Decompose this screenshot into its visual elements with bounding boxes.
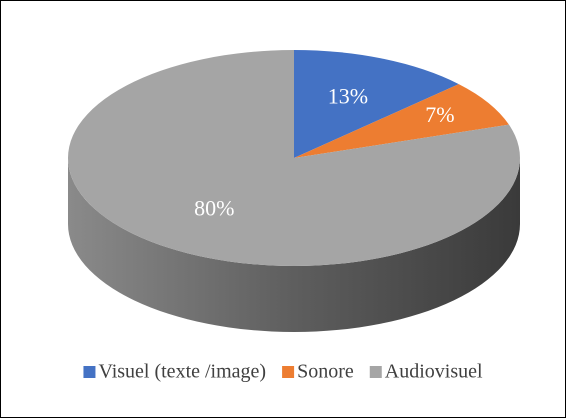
value-label: 7%: [425, 102, 454, 127]
legend-swatch: [282, 366, 295, 378]
legend-label: Audiovisuel: [385, 361, 483, 383]
legend-swatch: [369, 366, 382, 378]
slice-side: [68, 158, 520, 332]
slice: [294, 50, 459, 158]
value-label: 80%: [194, 195, 234, 220]
slice: [294, 84, 509, 158]
legend-label: Sonore: [297, 361, 354, 383]
legend-label: Visuel (texte /image): [98, 361, 266, 383]
value-label: 13%: [328, 84, 368, 109]
legend-swatch: [83, 366, 96, 378]
slice: [67, 50, 520, 267]
